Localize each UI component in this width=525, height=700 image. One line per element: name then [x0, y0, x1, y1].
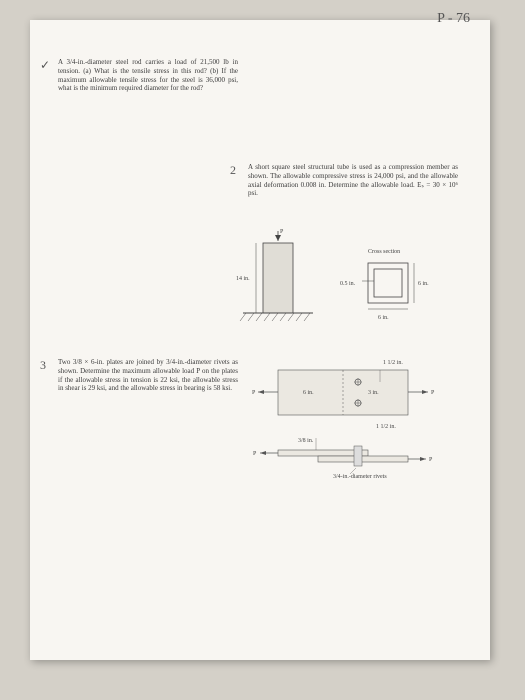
cross-section-label: Cross section — [368, 249, 400, 255]
outer-label: 6 in. — [418, 281, 429, 287]
rivet-diagram: P P 6 in. 3 in. 1 1/2 in. 1 1/2 in. 3/8 … — [248, 350, 468, 500]
problem-1: ✓ A 3/4-in.-diameter steel rod carries a… — [58, 58, 462, 93]
thickness-label: 3/8 in. — [298, 438, 314, 444]
bottom-label: 6 in. — [378, 315, 389, 321]
height-label: 14 in. — [236, 276, 250, 282]
force-right: P — [431, 390, 435, 396]
force-label: P — [280, 229, 284, 235]
force-left: P — [252, 390, 256, 396]
problem-3-text: Two 3/8 × 6-in. plates are joined by 3/4… — [58, 358, 238, 393]
problem-2-text: A short square steel structural tube is … — [248, 163, 458, 198]
tube-diagram: P 14 in. Cross section 0.5 in. — [218, 223, 478, 343]
rivet-note: 3/4-in.-diameter rivets — [333, 474, 387, 480]
force-left-2: P — [253, 451, 257, 457]
page-corner-note: P - 76 — [437, 10, 470, 28]
worksheet-page: P - 76 ✓ A 3/4-in.-diameter steel rod ca… — [30, 20, 490, 660]
problem-2: 2 A short square steel structural tube i… — [248, 163, 462, 198]
row-spacing: 3 in. — [368, 390, 379, 396]
width-label: 6 in. — [303, 390, 314, 396]
problem-1-number: ✓ — [40, 58, 50, 73]
top-dim: 1 1/2 in. — [383, 360, 403, 366]
force-right-2: P — [429, 457, 433, 463]
problem-2-number: 2 — [230, 163, 236, 178]
problem-3-figure: P P 6 in. 3 in. 1 1/2 in. 1 1/2 in. 3/8 … — [248, 350, 468, 503]
problem-1-text: A 3/4-in.-diameter steel rod carries a l… — [58, 58, 238, 93]
problem-3: 3 Two 3/8 × 6-in. plates are joined by 3… — [58, 358, 462, 393]
problem-2-figure: P 14 in. Cross section 0.5 in. — [218, 223, 478, 346]
bottom-dim: 1 1/2 in. — [376, 424, 396, 430]
wall-label: 0.5 in. — [340, 281, 356, 287]
problem-3-number: 3 — [40, 358, 46, 373]
